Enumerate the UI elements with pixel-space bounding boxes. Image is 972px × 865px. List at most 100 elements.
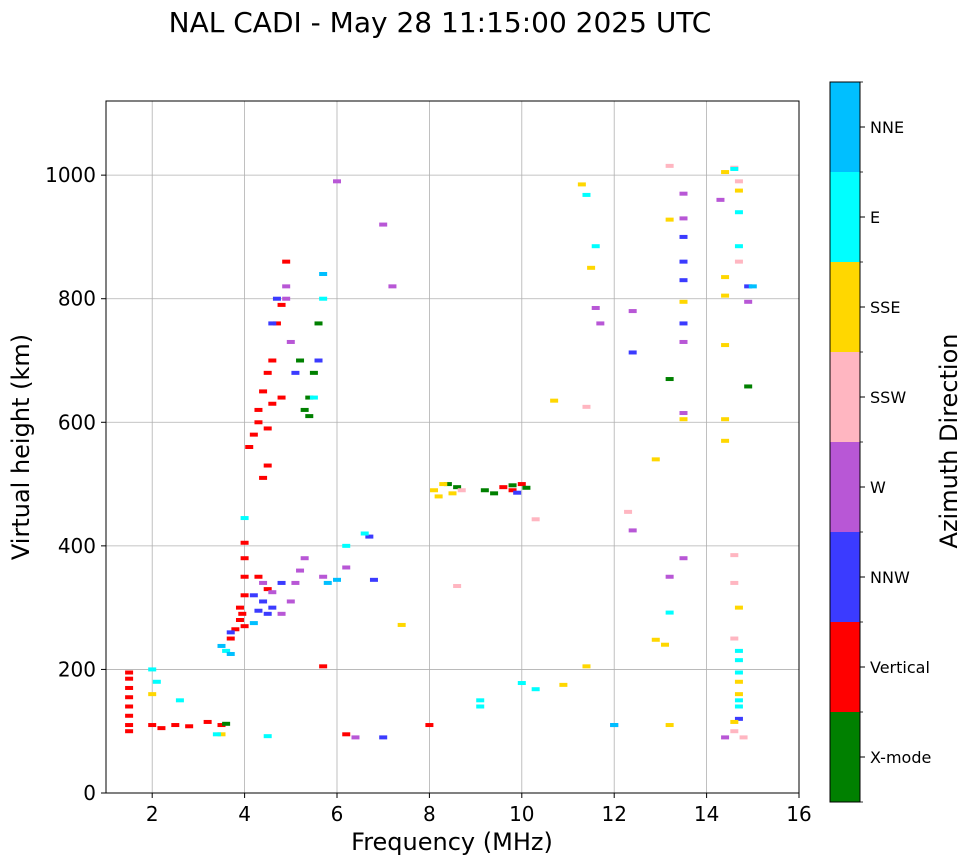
colorbar-label-w: W — [870, 478, 886, 497]
data-point-e — [734, 698, 743, 703]
data-point-nnw — [513, 490, 522, 495]
data-point-nne — [217, 643, 226, 648]
data-point-e — [665, 610, 674, 615]
data-point-e — [240, 516, 249, 521]
data-point-nnw — [365, 534, 374, 539]
data-point-e — [152, 679, 161, 684]
data-point-ssw — [457, 488, 466, 493]
data-point-w — [333, 179, 341, 184]
data-point-w — [744, 299, 753, 304]
data-point-vertical — [277, 395, 286, 400]
data-point-e — [582, 192, 591, 197]
colorbar-swatch-w — [830, 442, 860, 532]
data-point-w — [319, 574, 328, 579]
data-point-nne — [748, 284, 757, 289]
data-point-nnw — [254, 608, 263, 613]
data-point-sse — [661, 642, 670, 647]
data-point-vertical — [125, 685, 134, 690]
data-point-vertical — [235, 618, 244, 622]
y-tick-label: 600 — [58, 410, 96, 434]
data-point-sse — [734, 188, 743, 193]
data-point-vertical — [238, 611, 247, 616]
data-point-nnw — [277, 580, 286, 585]
data-point-e — [734, 704, 743, 709]
data-point-sse — [217, 732, 226, 737]
data-point-sse — [665, 217, 674, 222]
data-point-w — [286, 339, 295, 344]
data-point-vertical — [277, 302, 286, 307]
data-point-sse — [734, 679, 743, 684]
data-point-ssw — [453, 584, 462, 589]
data-point-sse — [721, 275, 730, 280]
data-point-vertical — [226, 636, 235, 641]
data-point-w — [716, 197, 725, 202]
data-point-nnw — [679, 259, 688, 264]
data-point-vertical — [231, 627, 240, 632]
data-point-vertical — [240, 574, 249, 579]
data-point-x-mode — [522, 485, 531, 490]
data-point-nnw — [272, 296, 281, 301]
colorbar-label-nnw: NNW — [870, 568, 910, 587]
colorbar-label-x-mode: X-mode — [870, 748, 931, 767]
data-point-vertical — [240, 593, 249, 598]
data-point-nnw — [369, 577, 378, 582]
data-point-x-mode — [305, 414, 314, 419]
data-marks — [125, 163, 757, 740]
data-point-nnw — [679, 234, 688, 239]
x-tick-label: 12 — [601, 802, 626, 826]
data-point-nnw — [249, 593, 258, 598]
data-point-nnw — [291, 370, 300, 375]
data-point-w — [268, 590, 277, 595]
data-point-vertical — [148, 723, 157, 728]
data-point-sse — [721, 170, 730, 175]
data-point-vertical — [185, 724, 194, 729]
data-point-nne — [319, 272, 328, 276]
data-point-vertical — [259, 475, 268, 480]
axes: 2 4 6 8 10 12 14 16 0 200 400 600 800 1000 — [45, 100, 812, 826]
data-point-x-mode — [508, 483, 517, 488]
data-point-e — [148, 667, 157, 672]
data-point-sse — [448, 491, 457, 496]
data-point-w — [277, 611, 286, 616]
data-point-x-mode — [296, 358, 305, 363]
data-point-sse — [665, 723, 674, 728]
data-point-nnw — [314, 358, 323, 363]
data-point-nne — [249, 621, 258, 626]
data-point-sse — [148, 692, 157, 697]
y-tick-label: 1000 — [45, 163, 96, 187]
data-point-sse — [550, 398, 559, 403]
data-point-e — [591, 244, 600, 249]
x-tick-label: 4 — [238, 802, 251, 826]
data-point-nnw — [263, 611, 272, 616]
data-point-vertical — [240, 540, 249, 545]
x-tick-label: 10 — [509, 802, 534, 826]
data-point-x-mode — [305, 395, 314, 400]
colorbar-label-ssw: SSW — [870, 388, 906, 407]
data-point-sse — [734, 605, 743, 610]
data-point-w — [379, 222, 388, 227]
data-point-w — [591, 305, 600, 310]
colorbar-swatch-nne — [830, 82, 860, 172]
data-point-ssw — [624, 509, 633, 514]
data-point-nne — [323, 580, 332, 585]
data-point-x-mode — [490, 491, 499, 496]
data-point-w — [628, 528, 637, 533]
data-point-vertical — [499, 485, 508, 490]
data-point-w — [282, 284, 291, 289]
data-point-e — [476, 704, 485, 709]
data-point-w — [259, 580, 268, 585]
colorbar-swatch-vertical — [830, 622, 860, 712]
x-tick-label: 8 — [423, 802, 436, 826]
data-point-vertical — [245, 445, 254, 449]
data-point-ssw — [730, 729, 739, 734]
data-point-nnw — [268, 321, 277, 326]
data-point-sse — [651, 457, 660, 462]
data-point-e — [263, 734, 272, 739]
chart-title: NAL CADI - May 28 11:15:00 2025 UTC — [169, 6, 712, 39]
data-point-nnw — [679, 321, 688, 326]
data-point-e — [476, 698, 485, 703]
data-point-nnw — [259, 599, 268, 604]
data-point-vertical — [125, 695, 134, 700]
data-point-sse — [397, 622, 406, 627]
